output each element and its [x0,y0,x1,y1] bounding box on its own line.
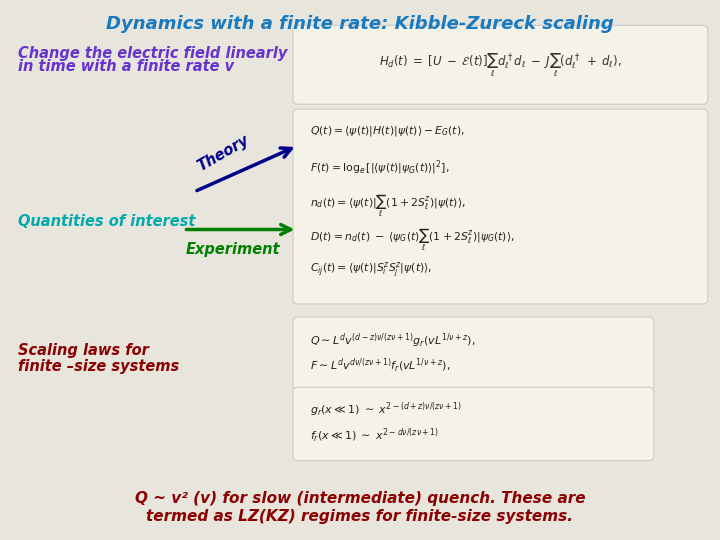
Text: Theory: Theory [194,132,251,174]
Text: $n_d(t) = \langle\psi(t)|\sum_\ell(1+2S^z_\ell)|\psi(t)\rangle,$: $n_d(t) = \langle\psi(t)|\sum_\ell(1+2S^… [310,192,465,219]
Text: Change the electric field linearly: Change the electric field linearly [18,46,287,61]
Text: $f_r(x \ll 1)\;\sim\;x^{2-d\nu/(z\nu+1)}$: $f_r(x \ll 1)\;\sim\;x^{2-d\nu/(z\nu+1)}… [310,427,439,445]
Text: in time with a finite rate v: in time with a finite rate v [18,59,234,75]
Text: $H_d(t)\;=\;[U\;-\;\mathcal{E}(t)]\sum_\ell d^\dagger_\ell d_\ell\;-\;J\sum_\ell: $H_d(t)\;=\;[U\;-\;\mathcal{E}(t)]\sum_\… [379,51,622,78]
Text: Experiment: Experiment [186,242,280,257]
Text: Q ~ v² (v) for slow (intermediate) quench. These are: Q ~ v² (v) for slow (intermediate) quenc… [135,491,585,507]
Text: $F(t) = \log_e[|\langle\psi(t)|\psi_G(t)\rangle|^2],$: $F(t) = \log_e[|\langle\psi(t)|\psi_G(t)… [310,158,449,177]
FancyBboxPatch shape [293,109,708,304]
Text: termed as LZ(KZ) regimes for finite-size systems.: termed as LZ(KZ) regimes for finite-size… [146,509,574,524]
Text: Quantities of interest: Quantities of interest [18,214,195,229]
Text: $Q \sim L^d v^{(d-z)\nu/(z\nu+1)} g_r(v L^{1/\nu+z}),$: $Q \sim L^d v^{(d-z)\nu/(z\nu+1)} g_r(v … [310,331,475,349]
Text: Dynamics with a finite rate: Kibble-Zureck scaling: Dynamics with a finite rate: Kibble-Zure… [106,15,614,33]
Text: $D(t) = n_d(t)\;-\;\langle\psi_G(t)\sum_\ell(1+2S^z_\ell)|\psi_G(t)\rangle,$: $D(t) = n_d(t)\;-\;\langle\psi_G(t)\sum_… [310,226,514,253]
FancyBboxPatch shape [293,25,708,104]
Text: $Q(t) = \langle\psi(t)|H(t)|\psi(t)\rangle - E_G(t),$: $Q(t) = \langle\psi(t)|H(t)|\psi(t)\rang… [310,124,464,138]
FancyBboxPatch shape [293,317,654,390]
Text: $g_r(x \ll 1)\;\sim\;x^{2-(d+z)\nu/(z\nu+1)}$: $g_r(x \ll 1)\;\sim\;x^{2-(d+z)\nu/(z\nu… [310,400,462,418]
FancyBboxPatch shape [293,387,654,461]
Text: $F \sim L^d v^{d\nu/(z\nu+1)} f_r(v L^{1/\nu+z}),$: $F \sim L^d v^{d\nu/(z\nu+1)} f_r(v L^{1… [310,357,450,375]
Text: Scaling laws for: Scaling laws for [18,343,149,358]
Text: finite –size systems: finite –size systems [18,359,179,374]
Text: $C_{ij}(t) = \langle\psi(t)|S^z_i S^z_j|\psi(t)\rangle,$: $C_{ij}(t) = \langle\psi(t)|S^z_i S^z_j|… [310,260,432,280]
